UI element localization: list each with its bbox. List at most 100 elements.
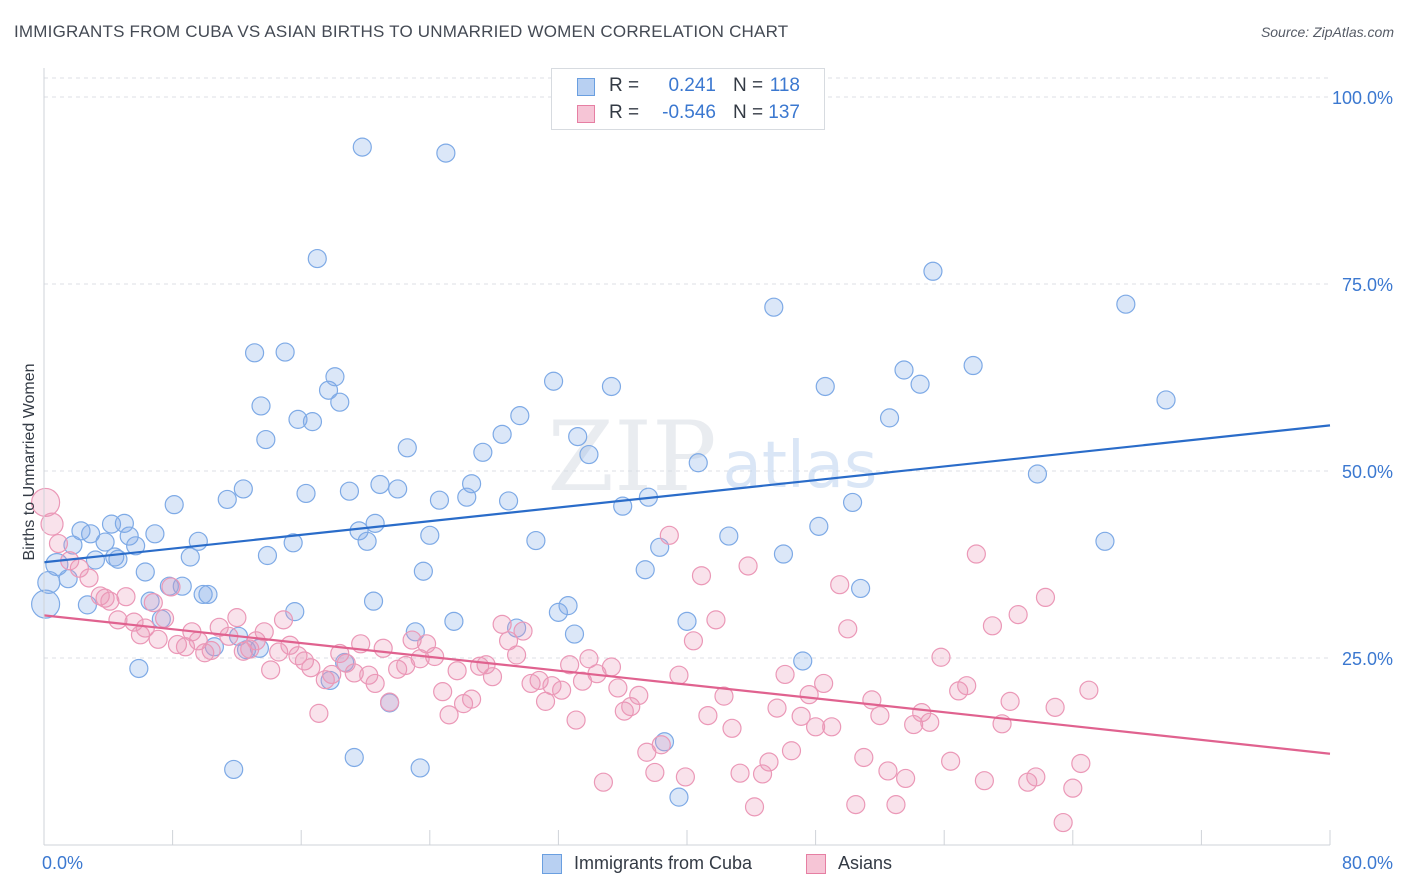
y-tick-label: 75.0%: [1342, 275, 1393, 295]
cuba-point: [420, 525, 440, 545]
cuba-point: [95, 532, 115, 552]
asian-point: [148, 629, 168, 649]
asian-point: [982, 616, 1003, 636]
stats-legend: R = 0.241 N = 118 R = -0.546 N = 137: [551, 68, 825, 130]
watermark-atlas: atlas: [723, 429, 878, 503]
asian-point: [336, 653, 356, 673]
series-immigrants-from-cuba: [31, 137, 1176, 807]
asian-point: [601, 657, 622, 677]
legend-swatch-cuba: [542, 854, 562, 874]
asian-point: [309, 703, 329, 723]
asian-point: [1008, 605, 1028, 625]
cuba-point: [335, 652, 355, 673]
asian-point: [822, 717, 842, 737]
asian-point: [269, 642, 289, 662]
asian-point: [669, 665, 689, 685]
cuba-point: [444, 611, 464, 631]
asian-point: [116, 587, 136, 607]
cuba-point: [180, 547, 200, 567]
asian-point: [227, 608, 247, 628]
n-value: 118: [769, 75, 800, 96]
cuba-point: [498, 491, 519, 511]
cuba-point: [217, 489, 237, 510]
cuba-point: [119, 526, 139, 546]
cuba-point: [233, 479, 253, 499]
cuba-point: [436, 143, 456, 163]
x-tick-label-min: 0.0%: [42, 853, 83, 873]
asian-point: [846, 795, 866, 815]
cuba-point: [363, 591, 384, 611]
cuba-point: [910, 374, 930, 394]
asian-point: [629, 685, 649, 706]
asian-point: [79, 568, 99, 588]
cuba-point: [370, 474, 390, 495]
cuba-point: [198, 584, 218, 605]
asian-point: [373, 638, 393, 658]
cuba-point: [1156, 390, 1176, 410]
y-tick-label: 25.0%: [1342, 649, 1393, 669]
asian-point: [974, 771, 994, 791]
asian-point: [273, 610, 294, 630]
asian-point: [767, 698, 787, 718]
cuba-point: [719, 526, 739, 546]
asian-point: [854, 747, 874, 768]
cuba-point: [145, 524, 165, 544]
y-tick-label: 50.0%: [1342, 462, 1393, 482]
cuba-point: [543, 371, 564, 391]
asians-swatch: [577, 105, 595, 123]
cuba-point: [473, 442, 493, 462]
r-label: R =: [609, 75, 640, 96]
axes: 25.0% 50.0% 75.0% 100.0% 0.0% 80.0%: [42, 68, 1393, 873]
cuba-point: [688, 453, 708, 473]
asian-point: [714, 686, 734, 706]
cuba-point: [164, 495, 184, 515]
asian-point: [40, 512, 64, 536]
asian-point: [957, 676, 977, 696]
cuba-point: [963, 355, 983, 376]
asian-point: [752, 764, 773, 784]
asian-point: [344, 663, 364, 683]
asian-point: [48, 533, 69, 554]
cuba-point: [256, 429, 276, 450]
cuba-point: [85, 550, 106, 570]
asian-point: [781, 741, 802, 761]
cuba-point: [224, 759, 244, 780]
asian-point: [722, 718, 742, 738]
cuba-point: [357, 531, 377, 551]
cuba-point: [894, 360, 914, 380]
cuba-point: [349, 521, 369, 541]
asian-point: [322, 664, 342, 685]
asian-point: [100, 591, 120, 611]
asian-point: [838, 619, 858, 639]
asian-point: [161, 577, 181, 597]
cuba-point: [1095, 531, 1115, 551]
asian-point: [759, 752, 779, 772]
asian-point: [1045, 697, 1065, 717]
asian-point: [896, 768, 916, 789]
cuba-point: [325, 367, 345, 387]
asian-point: [830, 575, 850, 595]
cuba-point: [510, 406, 530, 426]
asian-point: [542, 676, 562, 696]
asian-point: [402, 630, 422, 650]
cuba-point: [188, 531, 208, 551]
asian-point: [1000, 691, 1020, 711]
asian-point: [507, 645, 527, 665]
cuba-point: [105, 547, 125, 567]
asian-point: [365, 673, 385, 694]
cuba-point: [568, 426, 588, 447]
r-label: R =: [609, 102, 640, 123]
cuba-point: [654, 732, 675, 752]
asian-point: [1053, 812, 1073, 833]
cuba-point: [126, 536, 146, 556]
cuba-point: [288, 409, 308, 429]
asian-point: [645, 762, 665, 783]
series-legend: Immigrants from Cuba Asians: [0, 852, 1406, 876]
source-label: Source: ZipAtlas.com: [1260, 24, 1394, 40]
cuba-point: [773, 544, 794, 564]
asian-point: [1035, 587, 1056, 608]
cuba-point: [193, 584, 213, 605]
asian-point: [261, 660, 281, 680]
asian-point: [912, 703, 932, 723]
cuba-point: [275, 342, 295, 362]
